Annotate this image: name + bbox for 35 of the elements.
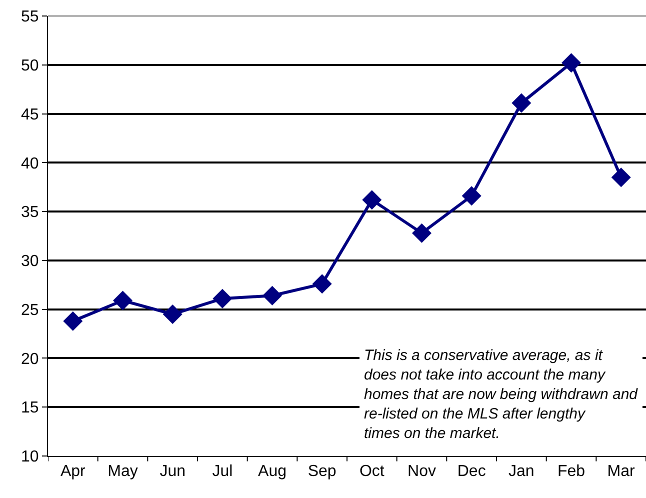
y-tick-label: 45 [21,106,39,124]
x-tick-label: Apr [60,463,86,480]
point [63,311,83,331]
point [212,288,232,308]
y-tick-label: 30 [21,253,39,270]
y-tick-label: 50 [21,57,39,74]
point [462,186,482,206]
y-tick-label: 10 [21,448,39,466]
x-tick-label: Sep [308,463,336,480]
point [362,190,382,210]
point [512,93,532,113]
y-tick-label: 35 [21,204,39,222]
x-tick-label: May [108,463,138,480]
point [162,304,182,324]
y-tick-label: 20 [21,350,39,368]
x-tick-label: Nov [408,463,436,480]
x-tick-label: Oct [359,463,385,480]
x-tick-label: Dec [457,463,486,480]
x-tick-label: Jun [160,463,186,480]
y-tick-label: 40 [21,155,39,172]
point [312,274,332,294]
x-tick-label: Feb [557,463,586,480]
point [262,286,282,306]
y-tick-label: 25 [21,302,39,319]
point [611,168,631,188]
x-tick-label: Jul [212,463,233,480]
y-tick-label: 55 [21,8,39,26]
x-tick-label: Mar [607,463,636,480]
point [113,290,132,310]
point [412,223,432,243]
y-tick-label: 15 [21,400,39,417]
point [562,53,581,73]
x-tick-label: Aug [258,463,286,480]
x-tick-label: Jan [508,463,534,480]
annotation: This is a conservative average, as it does not take into account the many homes that are now being withdrawn and re-listed on the MLS after lengthy times on the market. [364,347,638,442]
